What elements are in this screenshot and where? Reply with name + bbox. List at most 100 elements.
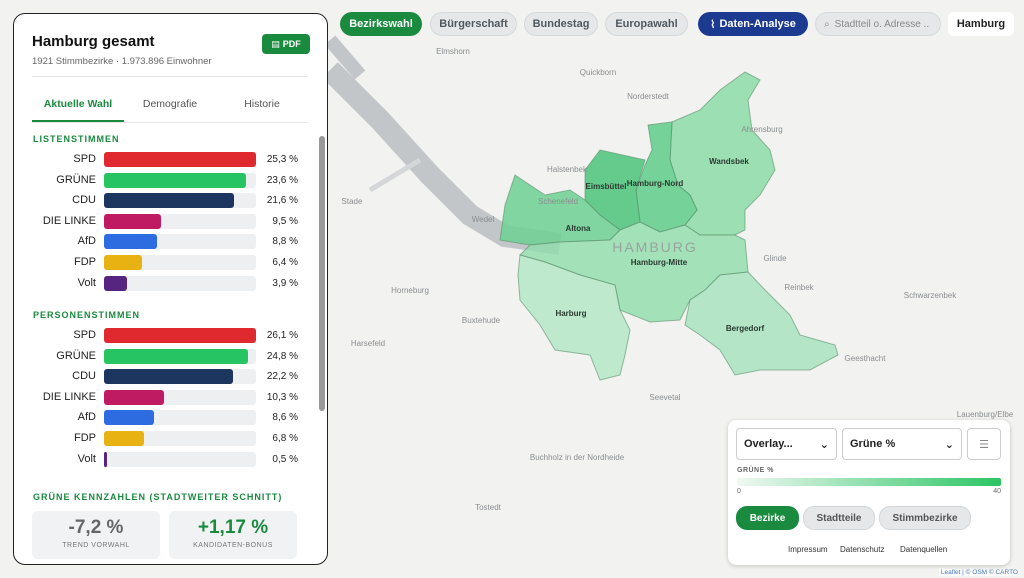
place-label: Harsefeld: [351, 339, 385, 348]
place-label: Wedel: [472, 215, 495, 224]
bar-track: [104, 172, 256, 188]
nav-tab[interactable]: Europawahl: [605, 12, 688, 36]
legend-title: GRÜNE %: [737, 467, 774, 474]
place-label: Geesthacht: [845, 354, 887, 363]
control-panel: Overlay... ⌄ Grüne % ⌄ ☰ GRÜNE % 0 40 Bezi…: [728, 420, 1010, 565]
place-label: Schwarzenbek: [904, 291, 957, 300]
value-label: 6,8 %: [272, 433, 298, 444]
value-label: 8,8 %: [272, 236, 298, 248]
attribution: Leaflet | © OSM © CARTO: [938, 569, 1020, 576]
bar: [104, 431, 144, 446]
analysis-button[interactable]: ⌇ Daten-Analyse: [698, 12, 808, 36]
filter-button[interactable]: ☰: [967, 428, 1001, 460]
icon: ⌄: [819, 438, 829, 451]
value-label: 26,1 %: [266, 330, 298, 341]
layer-button[interactable]: Bezirke: [736, 506, 799, 530]
analysis-label: Daten-Analyse: [719, 18, 796, 30]
bar: [104, 213, 162, 229]
place-label: Buchholz in der Nordheide: [530, 453, 625, 462]
party-name: SPD: [73, 329, 96, 341]
kpi-card: -7,2 % TREND VORWAHL: [32, 511, 160, 559]
bar-track: [104, 234, 256, 250]
value-label: 24,8 %: [266, 350, 298, 362]
bar: [104, 451, 107, 467]
district-harburg[interactable]: [517, 254, 631, 381]
icon: ⌇: [710, 18, 716, 31]
place-label: Halstenbek: [547, 165, 588, 174]
bar-track: [104, 389, 256, 405]
bar: [104, 328, 256, 343]
bar-track: [104, 255, 256, 270]
district-label: Harburg: [555, 309, 586, 318]
bar-track: [104, 152, 256, 167]
value-label: 6,4 %: [272, 257, 298, 268]
city-button[interactable]: Hamburg: [948, 12, 1014, 36]
footer-link[interactable]: Datenquellen: [900, 545, 948, 554]
district-bergedorf[interactable]: [684, 271, 839, 376]
party-name: Volt: [77, 276, 96, 289]
value-label: 0,5 %: [272, 453, 298, 465]
nav-tab[interactable]: Bezirkswahl: [340, 12, 422, 36]
value-label: 25,3 %: [266, 154, 298, 165]
party-name: GRÜNE: [56, 173, 96, 186]
footer-link[interactable]: Impressum: [788, 545, 828, 554]
place-label: Buxtehude: [462, 316, 501, 325]
value-label: 3,9 %: [272, 277, 298, 289]
party-name: AfD: [77, 411, 96, 424]
panel-tab[interactable]: Aktuelle Wahl: [43, 98, 113, 110]
search-placeholder: Stadtteil o. Adresse ..: [834, 18, 930, 30]
bar-track: [104, 431, 256, 446]
tab-underline: [32, 120, 124, 122]
nav-tab[interactable]: Bürgerschaft: [430, 12, 517, 36]
overlay-select[interactable]: Overlay... ⌄: [736, 428, 837, 460]
district-label: Bergedorf: [726, 324, 765, 333]
city-label: HAMBURG: [612, 239, 698, 255]
place-label: Elmshorn: [436, 47, 470, 56]
kpi-value: -7,2 %: [68, 517, 124, 538]
party-name: CDU: [72, 194, 96, 207]
scrollbar[interactable]: [319, 136, 325, 411]
layer-button[interactable]: Stadtteile: [803, 506, 875, 530]
metric-select[interactable]: Grüne % ⌄: [842, 428, 962, 460]
place-label: Lauenburg/Elbe: [957, 410, 1014, 419]
district-label: Hamburg-Mitte: [631, 258, 688, 267]
pdf-label: PDF: [282, 39, 301, 49]
place-label: Stade: [342, 197, 363, 206]
place-label: Quickborn: [580, 68, 616, 77]
district-label: Hamburg-Nord: [627, 179, 684, 188]
party-name: FDP: [74, 256, 96, 268]
legend-gradient: [737, 478, 1001, 486]
value-label: 23,6 %: [266, 174, 298, 186]
bar-track: [104, 410, 256, 426]
pdf-button[interactable]: ▤ PDF: [262, 34, 310, 54]
bar: [104, 234, 157, 250]
bar: [104, 172, 246, 188]
district-label: Wandsbek: [709, 157, 749, 166]
district-label: Eimsbüttel: [586, 182, 627, 191]
bar: [104, 410, 155, 426]
overlay-label: Overlay...: [744, 438, 793, 450]
river-elbe: [324, 35, 366, 80]
place-label: Tostedt: [475, 503, 502, 512]
search-box[interactable]: ⌕ Stadtteil o. Adresse ..: [815, 12, 941, 36]
place-label: Schenefeld: [538, 197, 578, 206]
kpi-label: TREND VORWAHL: [62, 542, 130, 549]
divider: [32, 76, 308, 77]
place-label: Horneburg: [391, 286, 429, 295]
value-label: 21,6 %: [266, 195, 298, 207]
icon: ⌕: [824, 18, 830, 30]
bar: [104, 275, 128, 291]
bar: [104, 193, 234, 209]
bar-track: [104, 275, 256, 291]
place-label: Seevetal: [649, 393, 680, 402]
kpi-heading: GRÜNE KENNZAHLEN (STADTWEITER SCHNITT): [33, 492, 283, 502]
panel-tab[interactable]: Historie: [244, 98, 280, 110]
river: [368, 157, 422, 193]
footer-link[interactable]: Datenschutz: [840, 545, 885, 554]
nav-tab[interactable]: Bundestag: [524, 12, 598, 36]
panel-tab[interactable]: Demografie: [142, 98, 198, 110]
layer-button[interactable]: Stimmbezirke: [879, 506, 971, 530]
bar-track: [104, 451, 256, 467]
